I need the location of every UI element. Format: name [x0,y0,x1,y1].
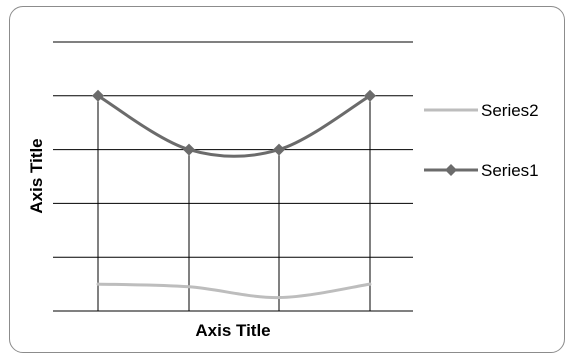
series1-marker-4 [364,89,376,102]
series-lines [96,94,372,300]
series2-line [96,282,372,300]
chart-frame [9,6,565,353]
x-axis-title: Axis Title [195,321,270,340]
gridlines [53,41,413,312]
series1-marker-2 [183,143,195,156]
series1-line [96,94,372,158]
legend-series2-label: Series2 [481,101,539,120]
legend-series1-label: Series1 [481,161,539,180]
series1-marker-3 [273,143,285,156]
series-markers [92,89,376,156]
y-axis-title: Axis Title [27,138,46,213]
legend: Series2 Series1 [424,101,539,180]
legend-series1-marker [445,164,457,176]
series1-marker-1 [92,89,104,102]
